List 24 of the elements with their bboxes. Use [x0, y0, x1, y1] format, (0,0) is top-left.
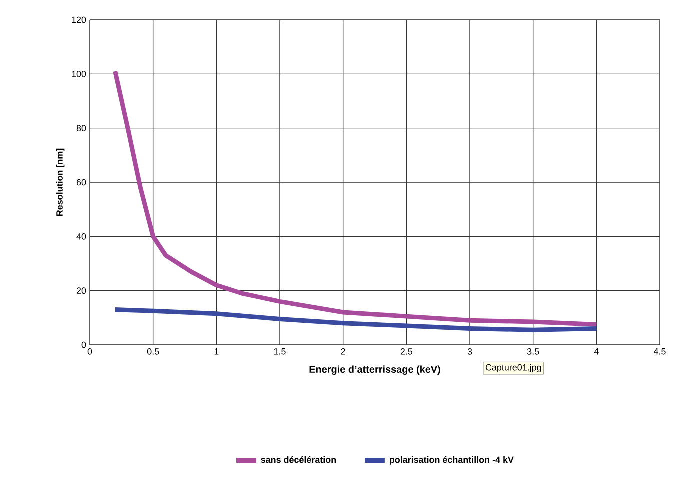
- line-series: [113, 69, 599, 327]
- x-tick-label: 0.5: [147, 348, 160, 355]
- x-axis-title: Energie d’atterrissage (keV): [310, 366, 440, 376]
- x-tick-label: 4.5: [654, 348, 666, 355]
- x-tick-label: 2: [341, 348, 346, 355]
- y-tick-label: 40: [76, 233, 86, 240]
- y-tick-label: 100: [72, 70, 86, 78]
- x-tick-label: 2.5: [400, 348, 413, 355]
- y-tick-label: 120: [72, 16, 86, 24]
- x-tick-label: 3.5: [527, 348, 540, 355]
- x-tick-label: 0: [88, 348, 92, 355]
- legend-label: polarisation échantillon -4 kV: [390, 456, 514, 465]
- y-tick-label: 0: [82, 342, 86, 348]
- line-series: [113, 308, 599, 332]
- y-tick-label: 80: [76, 125, 86, 132]
- y-axis-title: Resolution [nm]: [56, 148, 65, 216]
- y-tick-label: 20: [76, 288, 86, 294]
- y-tick-label: 60: [76, 179, 86, 186]
- x-tick-label: 4: [594, 348, 599, 355]
- text: Capture01.jpg: [486, 364, 542, 373]
- x-tick-label: 1: [214, 348, 219, 355]
- legend-label: sans décélération: [261, 456, 336, 464]
- x-tick-label: 1.5: [274, 348, 286, 355]
- x-tick-label: 3: [468, 348, 472, 355]
